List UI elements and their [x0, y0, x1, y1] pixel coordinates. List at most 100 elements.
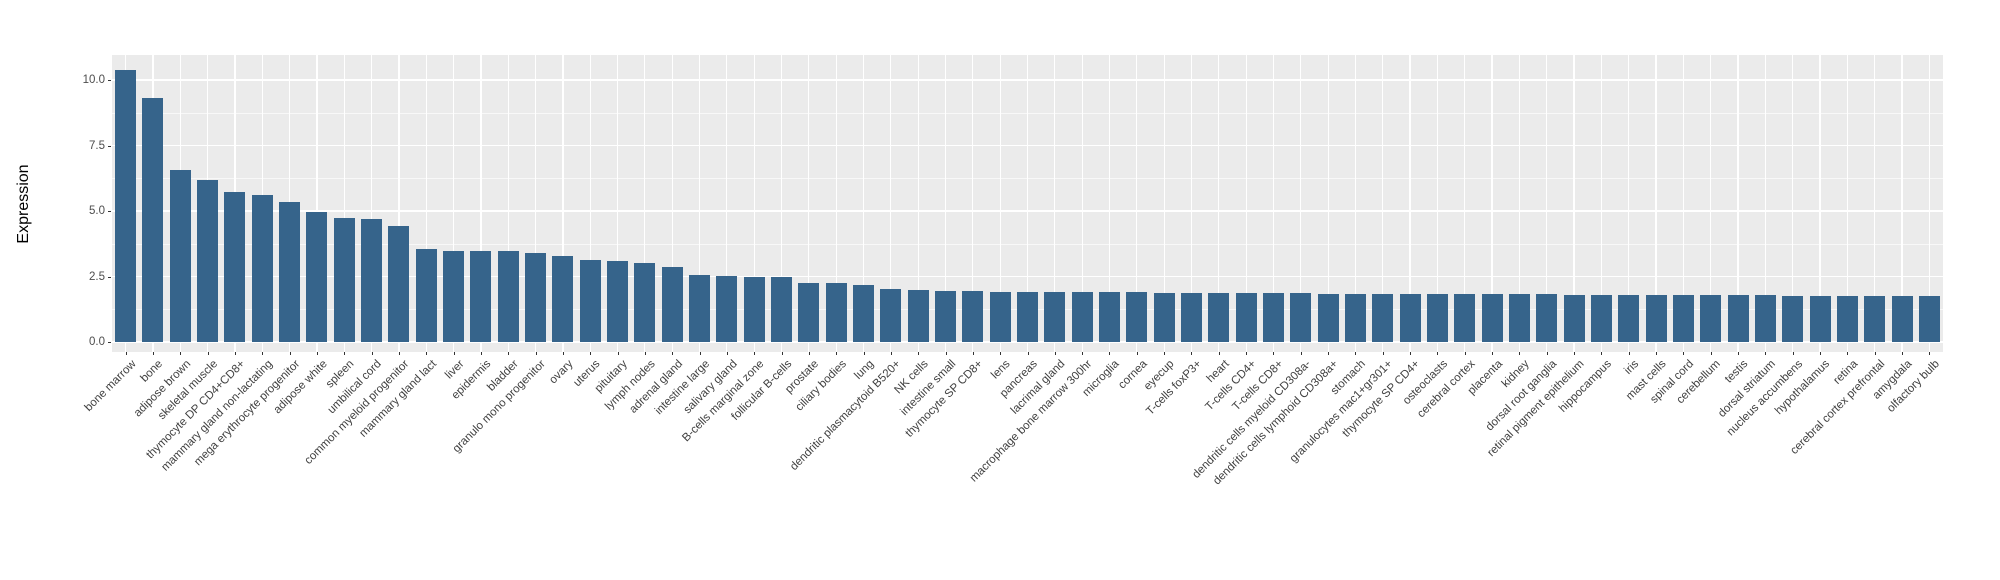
x-tick-mark — [398, 352, 400, 355]
gridline-vertical — [1108, 55, 1111, 352]
gridline-vertical — [726, 55, 728, 352]
bar — [415, 249, 437, 342]
x-tick-mark — [1027, 352, 1029, 355]
bar — [1454, 294, 1476, 342]
x-tick-mark — [344, 352, 346, 355]
gridline-vertical — [1054, 55, 1056, 352]
gridline-vertical — [398, 55, 400, 352]
gridline-vertical — [1928, 55, 1930, 352]
bar — [661, 267, 683, 342]
gridline-vertical — [1026, 55, 1029, 352]
bar — [825, 283, 847, 342]
bar — [689, 275, 711, 342]
x-tick-mark — [1109, 352, 1111, 355]
gridline-vertical — [1573, 55, 1575, 352]
x-tick-mark — [1874, 352, 1876, 355]
x-tick-mark — [754, 352, 756, 355]
gridline-vertical — [1464, 55, 1466, 352]
bar — [1700, 295, 1722, 342]
gridline-vertical — [835, 55, 837, 352]
bar — [279, 202, 301, 342]
gridline-vertical — [644, 55, 646, 352]
y-tick-label: 5.0 — [89, 205, 105, 217]
bar — [1891, 296, 1913, 342]
gridline-vertical — [1163, 55, 1165, 352]
gridline-vertical — [1600, 55, 1602, 352]
gridline-vertical — [808, 55, 810, 352]
bar — [1290, 293, 1312, 342]
gridline-vertical — [671, 55, 673, 352]
x-tick-mark — [617, 352, 619, 355]
gridline-vertical — [1819, 55, 1821, 352]
gridline-vertical — [1874, 55, 1876, 352]
x-tick-mark — [508, 352, 510, 355]
gridline-vertical — [1382, 55, 1384, 352]
x-tick-mark — [371, 352, 373, 355]
gridline-vertical — [1218, 55, 1220, 352]
bar — [907, 290, 929, 342]
bar — [880, 288, 902, 342]
bar — [1235, 293, 1257, 342]
x-tick-mark — [426, 352, 428, 355]
gridline-vertical — [1792, 55, 1794, 352]
x-tick-mark — [1656, 352, 1658, 355]
x-tick-mark — [1246, 352, 1248, 355]
x-tick-mark — [316, 352, 318, 355]
x-tick-label: macrophage bone marrow 300hr — [968, 358, 1095, 485]
bar — [552, 256, 574, 342]
bar — [1044, 292, 1066, 342]
x-tick-mark — [1902, 352, 1903, 355]
x-tick-mark — [699, 352, 701, 355]
gridline-vertical — [999, 55, 1001, 352]
gridline-vertical — [1081, 55, 1083, 352]
x-tick-mark — [1710, 352, 1712, 355]
gridline-vertical — [1682, 55, 1684, 352]
gridline-vertical — [944, 55, 947, 352]
bar — [1481, 294, 1503, 342]
gridline-vertical — [1846, 55, 1848, 352]
y-tick-mark — [108, 211, 111, 212]
bar — [1754, 295, 1776, 342]
x-tick-mark — [1601, 352, 1603, 355]
bar — [771, 277, 793, 342]
y-tick-label: 10.0 — [82, 74, 105, 86]
x-tick-mark — [781, 352, 783, 355]
bar — [743, 276, 765, 342]
x-tick-mark — [180, 352, 182, 355]
gridline-vertical — [1764, 55, 1766, 352]
x-tick-mark — [1300, 352, 1302, 355]
bar — [1645, 294, 1667, 342]
bar — [1208, 293, 1230, 342]
x-tick-mark — [1792, 352, 1794, 355]
x-tick-mark — [918, 352, 920, 355]
gridline-vertical — [890, 55, 892, 352]
gridline-vertical — [1901, 55, 1903, 352]
x-tick-mark — [672, 352, 674, 355]
x-tick-mark — [234, 352, 236, 355]
x-tick-mark — [453, 352, 455, 355]
gridline-vertical — [453, 55, 455, 352]
x-tick-mark — [1136, 352, 1138, 355]
bar — [1071, 292, 1093, 342]
bar — [579, 259, 601, 342]
bar — [470, 251, 492, 342]
x-tick-mark — [1765, 352, 1767, 355]
bar — [1126, 292, 1148, 342]
x-tick-mark — [890, 352, 892, 355]
x-tick-mark — [207, 352, 209, 355]
bar — [251, 195, 273, 342]
y-tick-mark — [108, 80, 111, 81]
x-tick-mark — [289, 352, 291, 355]
bar — [1262, 293, 1284, 342]
x-tick-mark — [836, 352, 838, 355]
x-tick-mark — [1929, 352, 1931, 355]
gridline-vertical — [1628, 55, 1630, 352]
x-tick-mark — [945, 352, 947, 355]
x-tick-mark — [808, 352, 810, 355]
y-tick-label: 7.5 — [89, 139, 105, 152]
x-tick-label: iris — [1622, 358, 1642, 377]
gridline-vertical — [1436, 55, 1438, 352]
x-tick-mark — [262, 352, 264, 355]
bar — [716, 275, 738, 342]
